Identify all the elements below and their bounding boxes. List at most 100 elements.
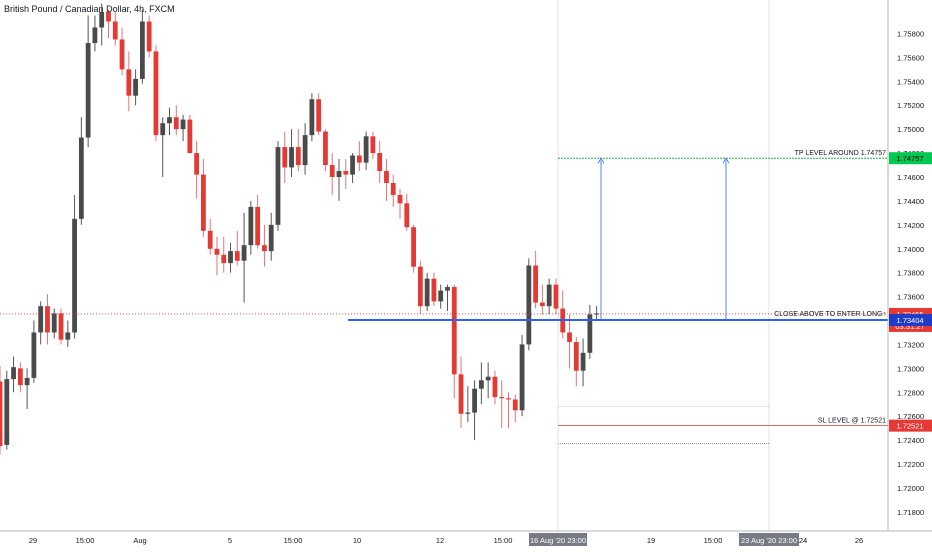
- date-highlight-label: 16 Aug '20 23:00: [530, 536, 586, 545]
- candle-body: [173, 117, 179, 130]
- entry-level-label: CLOSE ABOVE TO ENTER LONG↑: [774, 311, 886, 318]
- candle-body: [512, 399, 518, 411]
- candle-body: [160, 123, 166, 136]
- candle-body: [492, 376, 498, 398]
- candle-body: [323, 131, 328, 166]
- candle-body: [31, 332, 37, 378]
- sl-price-tag-bg: [889, 419, 932, 432]
- tp-price-tag-bg: [889, 152, 932, 165]
- candle-body: [139, 21, 145, 79]
- candle-body: [194, 153, 200, 175]
- price-tick-label: 1.73600: [897, 293, 924, 302]
- price-tick-label: 1.72600: [897, 412, 924, 421]
- levels: TP LEVEL AROUND 1.74757 CLOSE ABOVE TO EN…: [0, 150, 888, 444]
- candle-body: [567, 332, 572, 343]
- candle-body: [180, 119, 186, 130]
- time-axis: 2915:00Aug515:00101215:00171915:00242616…: [0, 530, 932, 546]
- arrow-head: [597, 157, 605, 164]
- candle-body: [58, 313, 64, 340]
- date-highlight-bg: [529, 533, 587, 546]
- candle-body: [72, 218, 77, 333]
- sl-level-label: SL LEVEL @ 1.72521: [818, 418, 886, 425]
- time-tick-label: 5: [228, 536, 232, 545]
- candle-body: [397, 194, 403, 204]
- candle-body: [377, 153, 383, 172]
- price-tick-label: 1.72400: [897, 436, 924, 445]
- price-tick-label: 1.73800: [897, 269, 924, 278]
- candle-body: [302, 135, 308, 166]
- candle-body: [51, 313, 57, 333]
- candle-body: [438, 290, 444, 302]
- candle-body: [485, 376, 491, 381]
- price-tick-label: 1.74200: [897, 221, 924, 230]
- time-tick-label: 19: [647, 536, 655, 545]
- candle-body: [17, 368, 23, 386]
- candle-body: [85, 43, 91, 138]
- time-tick-label: 15:00: [76, 536, 95, 545]
- candle-body: [234, 251, 240, 261]
- candle-body: [11, 367, 16, 380]
- candle-body: [363, 136, 369, 163]
- candle-body: [472, 388, 477, 413]
- candle-body: [133, 78, 138, 96]
- candle-body: [119, 39, 125, 70]
- candle-body: [458, 374, 464, 414]
- time-tick-label: 10: [353, 536, 361, 545]
- candle-body: [24, 377, 30, 386]
- candle-body: [499, 397, 505, 399]
- time-tick-label: Aug: [133, 536, 146, 545]
- arrow-head: [722, 157, 730, 164]
- entry-price-tag: 1.73404: [896, 316, 923, 325]
- price-tick-label: 1.75000: [897, 125, 924, 134]
- candle-body: [126, 69, 132, 96]
- candle-body: [214, 248, 220, 255]
- candle-body: [4, 379, 10, 445]
- price-tick-label: 1.74600: [897, 173, 924, 182]
- candle-body: [431, 278, 437, 302]
- price-tick-label: 1.75600: [897, 53, 924, 62]
- price-tick-label: 1.75400: [897, 77, 924, 86]
- countdown-tag: 03:31:27: [895, 322, 924, 331]
- candle-body: [295, 147, 301, 166]
- candle-body: [580, 352, 586, 371]
- candle-body: [540, 302, 545, 307]
- candle-body: [78, 137, 84, 219]
- candle-body: [384, 171, 389, 183]
- candle-body: [316, 99, 322, 132]
- arrows: [597, 157, 730, 321]
- entry-price-tag-bg: [889, 314, 932, 327]
- candle-body: [146, 21, 152, 52]
- candles: [0, 3, 600, 455]
- candle-body: [282, 147, 288, 168]
- candle-body: [336, 171, 342, 177]
- sl-price-tag: 1.72521: [896, 422, 923, 431]
- candle-body: [573, 342, 579, 371]
- candle-body: [411, 227, 416, 267]
- candle-body: [187, 119, 193, 154]
- candle-body: [424, 278, 430, 307]
- candle-body: [390, 182, 396, 195]
- tp-price-tag: 1.74757: [896, 154, 923, 163]
- candle-body: [370, 136, 376, 154]
- candle-body: [167, 117, 172, 124]
- time-tick-label: 12: [436, 536, 444, 545]
- price-tick-label: 1.75800: [897, 29, 924, 38]
- candle-body: [92, 27, 98, 44]
- candle-body: [112, 21, 118, 40]
- candle-body: [99, 11, 105, 28]
- candle-body: [255, 206, 261, 246]
- time-tick-label: 15:00: [494, 536, 513, 545]
- candle-body: [478, 380, 484, 389]
- candle-body: [587, 314, 593, 353]
- time-tick-label: 15:00: [284, 536, 303, 545]
- candle-body: [329, 165, 335, 177]
- tp-level-label: TP LEVEL AROUND 1.74757: [795, 150, 887, 157]
- candle-body: [45, 306, 50, 333]
- time-tick-label: 24: [799, 536, 807, 545]
- price-tick-label: 1.72800: [897, 388, 924, 397]
- candle-body: [268, 224, 274, 252]
- candle-body: [309, 99, 315, 136]
- date-highlight-label: 23 Aug '20 23:00: [741, 536, 797, 545]
